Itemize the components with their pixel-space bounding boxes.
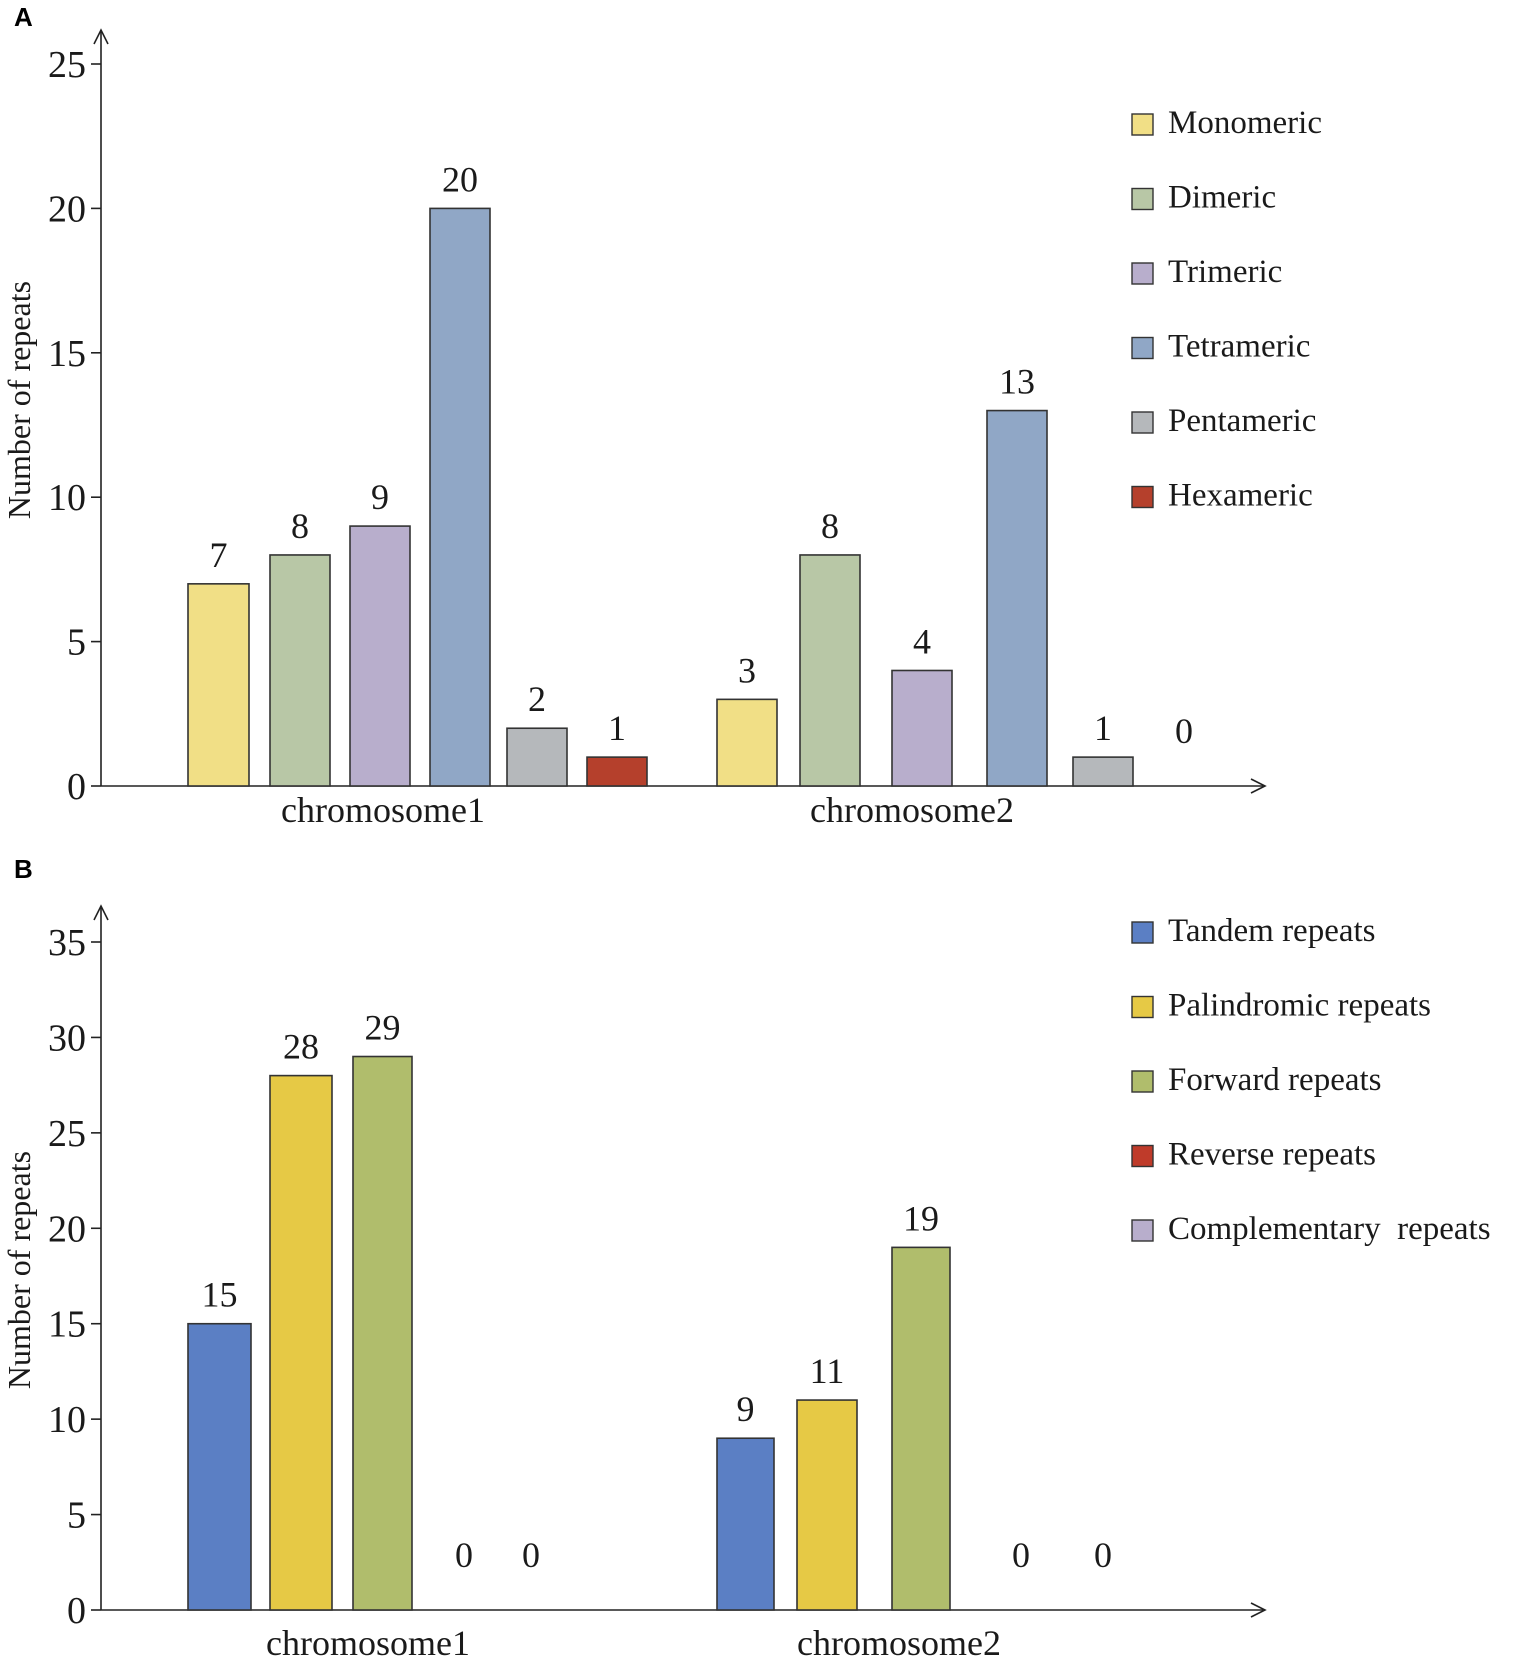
x-axis-arrow: [1250, 1602, 1267, 1618]
legend-label: Forward repeats: [1168, 1062, 1382, 1098]
bar-value-label: 9: [371, 477, 389, 517]
bar-value-label: 9: [737, 1389, 755, 1429]
legend-label: Tandem repeats: [1168, 913, 1376, 949]
y-tick-label: 10: [48, 477, 86, 519]
bar-value-label: 8: [291, 506, 309, 546]
legend-swatch: [1131, 1070, 1154, 1093]
bar: [352, 1055, 413, 1611]
category-label: chromosome2: [810, 790, 1014, 830]
bar-value-label: 4: [913, 621, 931, 661]
legend-swatch: [1131, 1144, 1154, 1168]
bar: [799, 554, 861, 787]
legend-label: Complementary repeats: [1168, 1211, 1491, 1247]
panel-b: B 0 5 10 15 20 25 30 35 Number of repeats 15 28 29 0 0…: [1, 854, 1491, 1660]
bar-value-label: 1: [1094, 708, 1112, 748]
y-tick-label: 20: [48, 188, 86, 230]
category-label: chromosome1: [281, 790, 485, 830]
bar: [429, 207, 491, 787]
bar: [1072, 756, 1134, 787]
x-axis-arrow: [1250, 778, 1267, 794]
bar-value-label: 0: [1012, 1535, 1030, 1575]
bar: [187, 1322, 252, 1611]
y-tick-label: 25: [48, 1113, 86, 1155]
bar-value-label: 0: [1094, 1535, 1112, 1575]
legend-swatch: [1131, 411, 1154, 434]
y-tick-label: 35: [48, 922, 86, 964]
legend-label: Trimeric: [1168, 254, 1282, 290]
y-axis-title: Number of repeats: [1, 281, 37, 519]
bar-value-label: 7: [210, 535, 228, 575]
bar: [796, 1399, 858, 1611]
legend-label: Reverse repeats: [1168, 1137, 1376, 1173]
bar: [187, 583, 250, 787]
legend-label: Monomeric: [1168, 105, 1322, 141]
bar-value-label: 11: [810, 1351, 845, 1391]
legend-label: Tetrameric: [1168, 329, 1310, 365]
y-tick-label: 0: [67, 766, 86, 808]
bar: [269, 1074, 333, 1611]
bar-value-label: 1: [608, 708, 626, 748]
bar-value-label: 13: [999, 362, 1035, 402]
bar-value-label: 20: [442, 159, 478, 199]
bar: [506, 727, 568, 787]
legend-label: Hexameric: [1168, 478, 1313, 514]
bar: [716, 1437, 775, 1611]
y-tick-label: 25: [48, 44, 86, 86]
y-tick-label: 15: [48, 333, 86, 375]
y-tick-label: 30: [48, 1017, 86, 1059]
y-tick-label: 5: [67, 622, 86, 664]
panel-letter: B: [14, 854, 33, 884]
y-tick-label: 10: [48, 1399, 86, 1441]
bar-value-label: 0: [455, 1535, 473, 1575]
bar-value-label: 8: [821, 506, 839, 546]
legend-label: Pentameric: [1168, 403, 1316, 439]
bar-value-label: 3: [738, 650, 756, 690]
bar: [716, 698, 778, 787]
y-tick-label: 15: [48, 1304, 86, 1346]
legend-swatch: [1131, 262, 1154, 285]
y-tick-label: 20: [48, 1208, 86, 1250]
bar-value-label: 28: [283, 1027, 319, 1067]
legend-label: Palindromic repeats: [1168, 988, 1431, 1024]
category-label: chromosome2: [797, 1623, 1001, 1660]
legend: Monomeric Dimeric Trimeric Tetrameric Pentam…: [1131, 105, 1322, 514]
legend-swatch: [1131, 921, 1154, 944]
legend-swatch: [1131, 187, 1154, 211]
bar-value-label: 0: [522, 1535, 540, 1575]
y-axis-arrow: [93, 28, 109, 45]
legend-swatch: [1131, 485, 1154, 509]
bar-value-label: 15: [202, 1275, 238, 1315]
y-tick-label: 5: [67, 1495, 86, 1537]
y-axis-title: Number of repeats: [1, 1151, 37, 1389]
bar: [349, 525, 411, 787]
legend-swatch: [1131, 1219, 1154, 1242]
bar: [891, 1246, 951, 1611]
legend-swatch: [1131, 336, 1154, 360]
legend-swatch: [1131, 113, 1154, 136]
legend-swatch: [1131, 995, 1154, 1019]
category-label: chromosome1: [266, 1623, 470, 1660]
bar: [891, 669, 953, 787]
y-axis-arrow: [93, 904, 109, 921]
bar-value-label: 2: [528, 679, 546, 719]
legend-label: Dimeric: [1168, 180, 1276, 216]
legend: Tandem repeats Palindromic repeats Forward…: [1131, 913, 1491, 1247]
panel-letter: A: [14, 2, 33, 32]
bar: [586, 756, 648, 787]
bar: [986, 409, 1048, 787]
y-tick-label: 0: [67, 1590, 86, 1632]
bar: [269, 554, 331, 787]
bar-value-label: 19: [903, 1198, 939, 1238]
bar-value-label: 0: [1175, 711, 1193, 751]
bar-value-label: 29: [365, 1008, 401, 1048]
